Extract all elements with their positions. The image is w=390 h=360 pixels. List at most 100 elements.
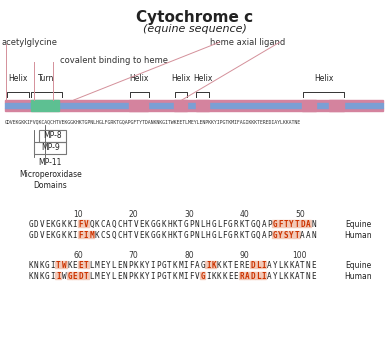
Bar	[283, 220, 289, 227]
Text: E: E	[139, 220, 144, 229]
Text: K: K	[50, 231, 55, 240]
Text: G: G	[156, 220, 161, 229]
Text: E: E	[73, 272, 77, 281]
Text: T: T	[84, 272, 89, 281]
Text: K: K	[95, 231, 99, 240]
Bar	[300, 220, 305, 227]
Text: H: H	[167, 231, 172, 240]
Text: G: G	[228, 231, 233, 240]
Text: I: I	[73, 220, 77, 229]
Text: A: A	[267, 272, 271, 281]
Text: I: I	[261, 261, 266, 270]
Text: E: E	[311, 261, 316, 270]
Text: P: P	[128, 272, 133, 281]
Text: N: N	[306, 261, 310, 270]
Bar	[78, 261, 83, 268]
Text: T: T	[84, 261, 89, 270]
Text: Y: Y	[289, 231, 294, 240]
Text: covalent binding to heme: covalent binding to heme	[60, 56, 168, 65]
Text: G: G	[151, 220, 155, 229]
Text: Y: Y	[278, 231, 283, 240]
Text: Q: Q	[256, 220, 261, 229]
Text: A: A	[106, 220, 111, 229]
Text: E: E	[228, 272, 233, 281]
Text: A: A	[300, 231, 305, 240]
Text: G: G	[273, 220, 277, 229]
Text: K: K	[239, 231, 244, 240]
Text: K: K	[173, 220, 177, 229]
Bar	[272, 230, 277, 238]
Bar	[78, 230, 83, 238]
Text: Y: Y	[289, 220, 294, 229]
Text: E: E	[73, 261, 77, 270]
Text: A: A	[261, 220, 266, 229]
Text: A: A	[295, 272, 299, 281]
Text: E: E	[78, 261, 83, 270]
Text: K: K	[284, 272, 288, 281]
Bar	[211, 261, 216, 268]
Text: L: L	[89, 272, 94, 281]
Text: I: I	[206, 272, 211, 281]
Text: heme axial ligand: heme axial ligand	[210, 38, 285, 47]
Text: 60: 60	[73, 251, 83, 260]
Text: Human: Human	[344, 272, 372, 281]
Text: I: I	[261, 272, 266, 281]
Text: M: M	[178, 261, 183, 270]
Text: N: N	[195, 231, 199, 240]
Text: V: V	[84, 220, 89, 229]
Text: T: T	[178, 220, 183, 229]
Text: I: I	[84, 231, 89, 240]
Text: T: T	[228, 261, 233, 270]
Text: T: T	[128, 231, 133, 240]
Bar	[294, 230, 300, 238]
Bar	[34, 142, 66, 154]
Text: Q: Q	[256, 231, 261, 240]
Text: K: K	[67, 261, 72, 270]
Text: Microperoxidase
Domains: Microperoxidase Domains	[19, 170, 82, 190]
Text: E: E	[311, 272, 316, 281]
Text: N: N	[122, 272, 127, 281]
Text: V: V	[134, 231, 138, 240]
Text: Y: Y	[145, 272, 149, 281]
Text: K: K	[223, 272, 227, 281]
Bar	[78, 271, 83, 279]
Text: I: I	[184, 272, 188, 281]
Text: A: A	[306, 220, 310, 229]
Text: F: F	[278, 220, 283, 229]
Text: H: H	[122, 220, 127, 229]
Text: E: E	[117, 272, 122, 281]
Text: E: E	[234, 272, 238, 281]
Text: K: K	[217, 261, 222, 270]
Text: Y: Y	[106, 261, 111, 270]
Text: (equine sequence): (equine sequence)	[143, 24, 247, 34]
Bar	[83, 220, 89, 227]
Text: E: E	[45, 231, 50, 240]
Bar	[196, 100, 209, 111]
Bar	[239, 271, 244, 279]
Text: G: G	[228, 220, 233, 229]
Text: G: G	[67, 272, 72, 281]
Text: A: A	[261, 231, 266, 240]
Text: G: G	[151, 231, 155, 240]
Text: C: C	[101, 220, 105, 229]
Text: T: T	[295, 220, 299, 229]
Text: K: K	[211, 261, 216, 270]
Text: Turn: Turn	[38, 74, 54, 83]
Text: K: K	[67, 220, 72, 229]
Text: I: I	[50, 261, 55, 270]
Text: MP-11: MP-11	[39, 158, 62, 167]
Text: I: I	[50, 272, 55, 281]
Text: G: G	[45, 272, 50, 281]
Text: E: E	[139, 231, 144, 240]
Text: Y: Y	[273, 261, 277, 270]
Text: I: I	[184, 261, 188, 270]
Bar	[5, 108, 383, 111]
Text: D: D	[300, 220, 305, 229]
Bar	[129, 100, 148, 111]
Text: W: W	[62, 272, 66, 281]
Text: F: F	[78, 231, 83, 240]
Bar	[55, 271, 61, 279]
Text: K: K	[161, 220, 166, 229]
Text: K: K	[223, 261, 227, 270]
Text: Helix: Helix	[172, 74, 191, 83]
